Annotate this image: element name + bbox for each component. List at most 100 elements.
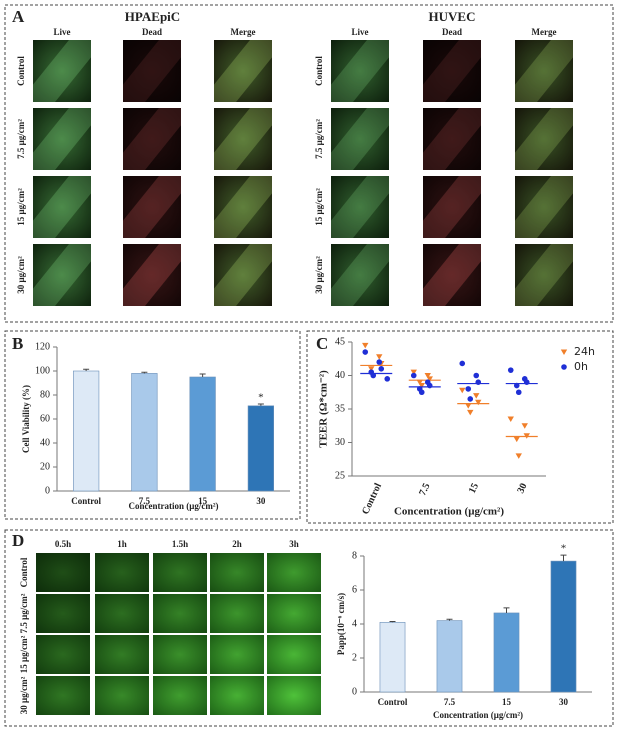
micrograph-band — [515, 176, 573, 238]
micrograph — [515, 244, 573, 306]
y-axis-title: Cell Viability (%) — [21, 385, 31, 453]
point — [475, 379, 482, 386]
micrograph — [214, 40, 272, 102]
micrograph — [214, 176, 272, 238]
x-tick-label: 15 — [502, 697, 512, 707]
transwell-image — [267, 635, 321, 674]
panel-letter: D — [12, 531, 24, 550]
micrograph-shade — [515, 108, 573, 170]
row-label: 7.5 μg/cm² — [16, 119, 26, 159]
x-axis-title: Concentration (μg/cm²) — [128, 501, 218, 511]
column-label: Live — [352, 27, 369, 37]
point — [424, 373, 431, 379]
legend-label: 0h — [574, 360, 588, 373]
bar — [73, 370, 100, 492]
micrograph — [331, 244, 389, 306]
point — [475, 399, 482, 406]
micrograph-shade — [515, 176, 573, 238]
micrograph-shade — [214, 40, 272, 102]
transwell-image — [267, 553, 321, 592]
y-tick-label: 60 — [40, 413, 50, 424]
point — [507, 416, 514, 423]
transwell-shade — [36, 553, 90, 592]
y-tick-label: 45 — [335, 336, 345, 347]
panel-letter: B — [12, 334, 23, 353]
micrograph — [123, 108, 181, 170]
transwell-shade — [95, 635, 149, 674]
transwell-shade — [95, 553, 149, 592]
x-tick-label: 30 — [559, 697, 569, 707]
y-tick-label: 0 — [45, 485, 50, 496]
micrograph-shade — [515, 40, 573, 102]
transwell-image — [36, 635, 90, 674]
point — [523, 379, 530, 386]
transwell-image — [95, 594, 149, 633]
x-tick-label: 7.5 — [417, 482, 432, 498]
bar — [436, 620, 463, 693]
transwell-shade — [210, 676, 264, 715]
point — [507, 367, 514, 373]
y-tick-label: 80 — [40, 389, 50, 400]
transwell-image — [210, 676, 264, 715]
column-label: 1.5h — [172, 539, 188, 549]
point — [513, 382, 520, 389]
point — [370, 372, 377, 379]
micrograph — [515, 40, 573, 102]
legend-label: 24h — [574, 345, 595, 358]
micrograph — [33, 40, 91, 102]
y-tick-label: 120 — [35, 341, 50, 352]
bar — [131, 373, 158, 492]
bar — [379, 621, 406, 693]
transwell-shade — [36, 676, 90, 715]
micrograph-shade — [123, 176, 181, 238]
point — [459, 387, 466, 394]
transwell-image — [210, 553, 264, 592]
y-tick-label: 4 — [352, 618, 357, 629]
y-tick-label: 100 — [35, 365, 50, 376]
x-tick-label: Control — [378, 697, 408, 707]
transwell-image — [36, 676, 90, 715]
x-axis-title: Concentration (μg/cm²) — [433, 710, 523, 720]
micrograph-band — [214, 108, 272, 170]
micrograph-band — [515, 40, 573, 102]
row-label: 7.5 μg/cm² — [314, 119, 324, 159]
transwell-shade — [153, 594, 207, 633]
error-bar — [141, 371, 148, 374]
micrograph-band — [33, 244, 91, 306]
point — [467, 409, 474, 416]
micrograph-band — [515, 108, 573, 170]
transwell-shade — [267, 553, 321, 592]
micrograph-shade — [331, 176, 389, 238]
x-tick-label: Control — [360, 481, 384, 516]
column-label: 1h — [117, 539, 127, 549]
column-label: Merge — [231, 27, 256, 37]
x-tick-label: 15 — [467, 482, 481, 496]
micrograph-shade — [331, 108, 389, 170]
column-label: 3h — [289, 539, 299, 549]
point — [362, 342, 369, 349]
transwell-shade — [36, 635, 90, 674]
panel-frame — [4, 529, 614, 727]
row-label: 15 μg/cm² — [16, 188, 26, 226]
transwell-shade — [153, 635, 207, 674]
column-label: Dead — [142, 27, 162, 37]
x-tick-label: 30 — [256, 496, 266, 506]
significance-mark: * — [561, 543, 567, 555]
column-label: 2h — [232, 539, 242, 549]
transwell-shade — [95, 594, 149, 633]
point — [465, 386, 472, 392]
point — [376, 354, 383, 360]
micrograph-band — [331, 108, 389, 170]
error-bar — [199, 373, 206, 377]
transwell-shade — [210, 594, 264, 633]
micrograph-shade — [214, 176, 272, 238]
panel-letter: A — [12, 7, 25, 26]
bar — [189, 376, 216, 492]
point — [418, 383, 425, 389]
micrograph — [33, 176, 91, 238]
y-axis-title: Papp(10⁻⁶ cm/s) — [336, 593, 346, 655]
point — [523, 433, 530, 439]
legend-marker — [561, 364, 567, 370]
micrograph — [123, 176, 181, 238]
micrograph — [331, 108, 389, 170]
